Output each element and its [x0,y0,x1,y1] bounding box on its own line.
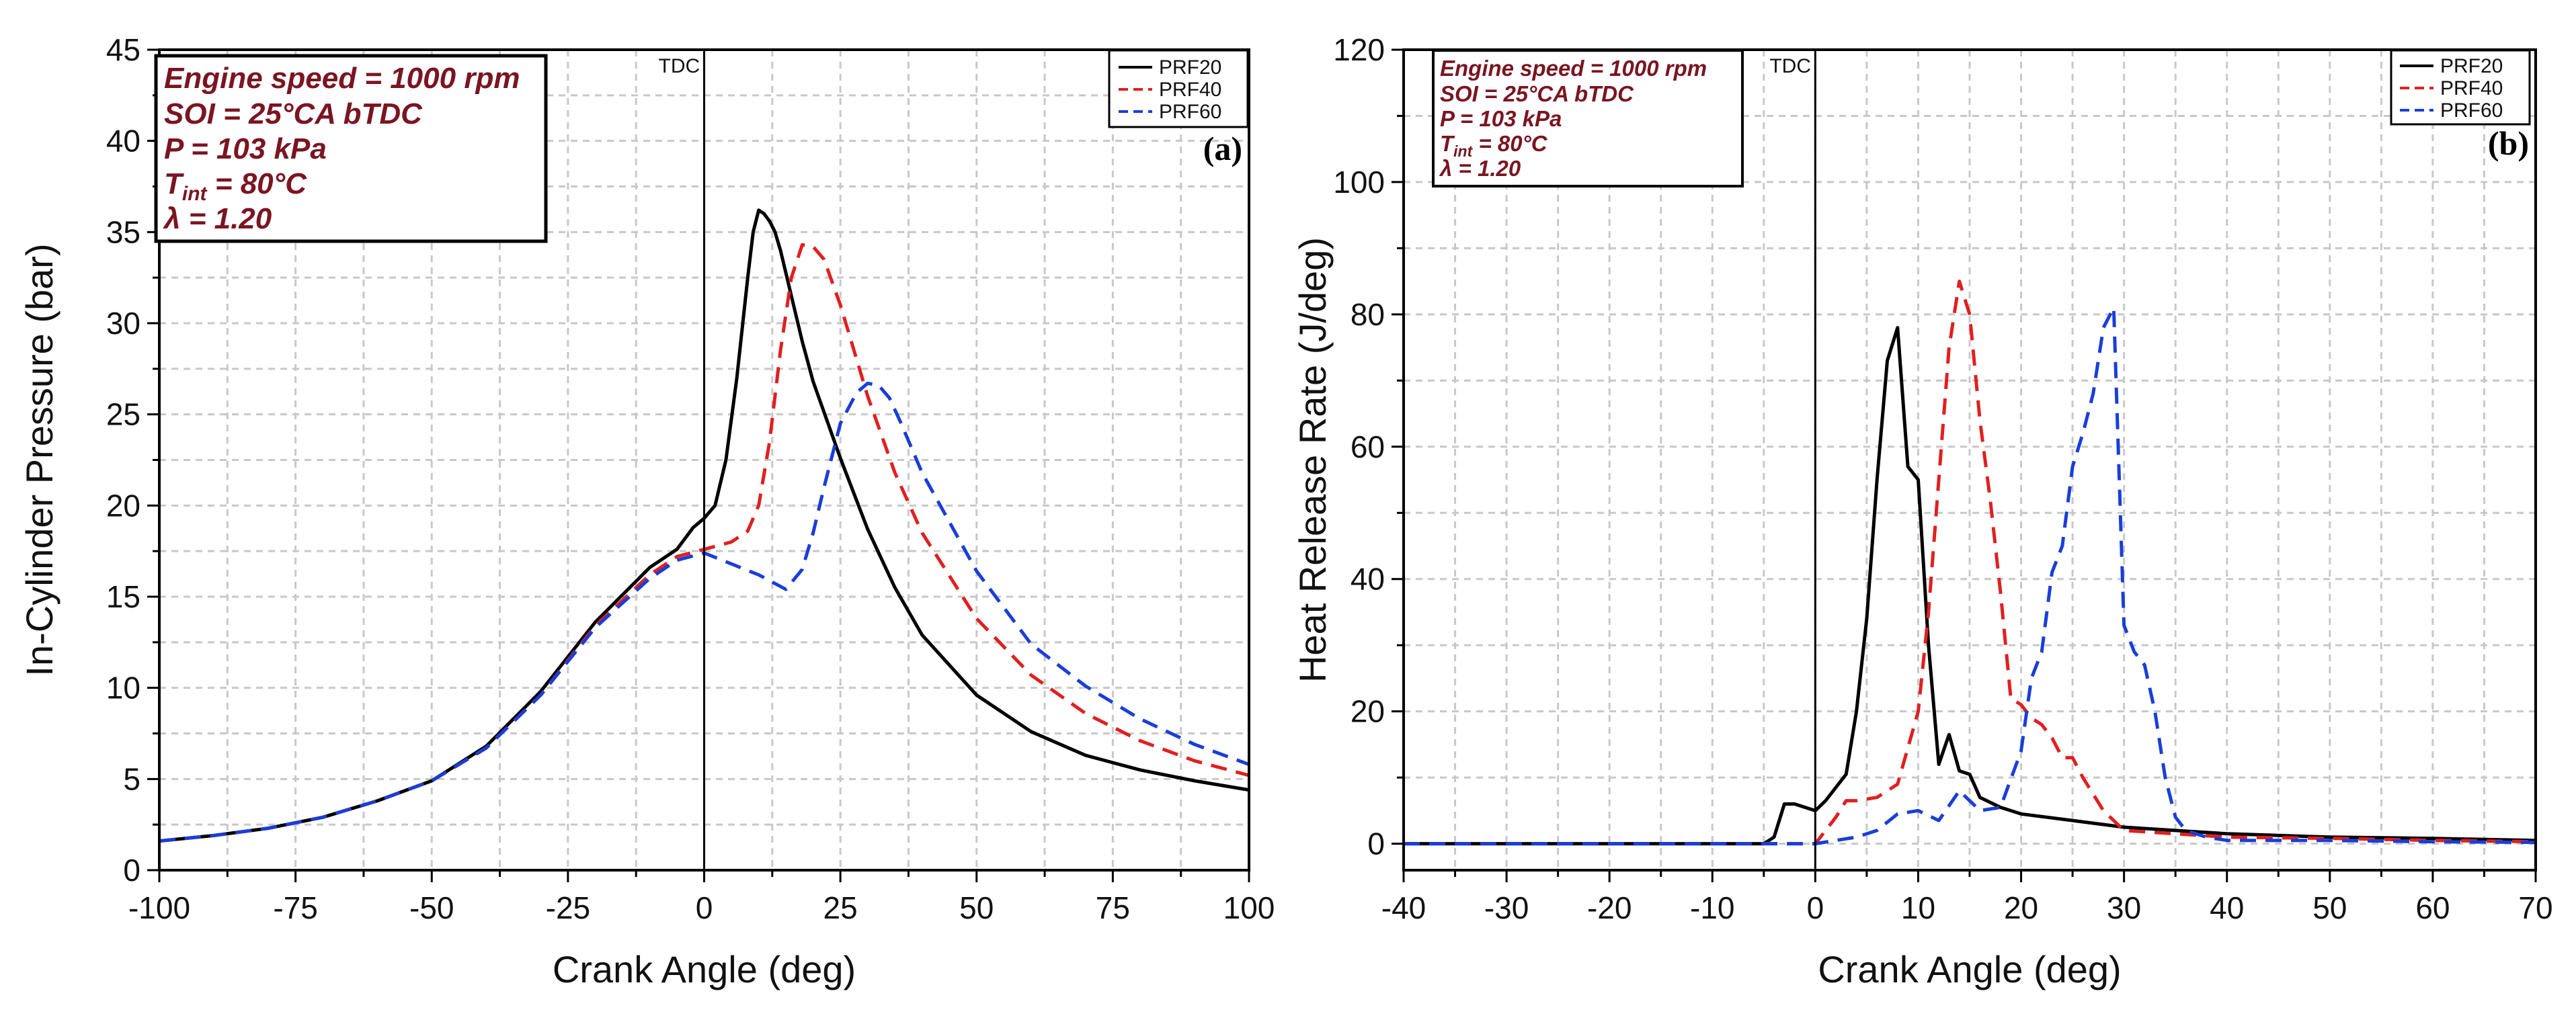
series-line-prf20 [1404,326,2536,846]
legend-label-prf20: PRF20 [2440,55,2503,77]
y-axis-title: In-Cylinder Pressure (bar) [18,243,61,676]
series-lines [1404,280,2536,846]
x-tick-label: 100 [1223,890,1275,925]
y-tick-label: 45 [106,32,140,67]
info-engine-speed: Engine speed = 1000 rpm [1440,56,1707,81]
axis-ticks: -40 -30 -20 -10 0 10 20 30 40 50 60 70 0 20 40 60 80 100 1… [1333,32,2552,925]
x-tick-label: 50 [959,890,994,925]
info-soi: SOI = 25°CA bTDC [164,97,423,130]
legend-label-prf60: PRF60 [2440,99,2503,122]
series-line-prf60 [1404,306,2536,846]
info-box-frame [154,54,548,243]
x-tick-label: -20 [1587,890,1632,925]
y-tick-label: 0 [1367,826,1385,861]
y-tick-label: 10 [106,671,140,706]
legend-frame [2390,49,2531,126]
tdc-label: TDC [1769,55,1811,77]
y-tick-label: 40 [106,124,140,159]
info-lambda: λ = 1.20 [1439,156,1521,181]
y-tick-label: 30 [106,306,140,341]
chart-panel-b: TDC -40 -30 -20 -10 0 10 20 30 40 50 60 70 0 20 40 60 80… [1291,32,2553,990]
series-line-prf40 [1404,280,2536,846]
tdc-label: TDC [659,55,700,77]
info-engine-speed: Engine speed = 1000 rpm [164,62,520,95]
y-tick-label: 100 [1333,165,1385,200]
panel-label: (b) [2488,124,2529,162]
y-axis-title: Heat Release Rate (J/deg) [1291,237,1334,683]
y-tick-label: 20 [1351,694,1385,729]
y-tick-label: 35 [106,214,140,249]
x-tick-label: -25 [546,890,590,925]
x-tick-label: 60 [2415,890,2450,925]
chart-panel-a: TDC -100 -75 -50 -25 0 25 50 75 100 0 5 10 15 20 25 30 3… [18,32,1275,990]
info-pressure: P = 103 kPa [1440,106,1562,131]
info-soi: SOI = 25°CA bTDC [1440,81,1634,106]
y-tick-label: 80 [1351,297,1385,332]
x-tick-label: 30 [2107,890,2141,925]
legend-label-prf20: PRF20 [1159,56,1221,79]
x-tick-label: 70 [2518,890,2552,925]
x-tick-label: 40 [2210,890,2244,925]
x-axis-title: Crank Angle (deg) [1818,948,2121,990]
y-tick-label: 20 [106,488,140,523]
y-tick-label: 60 [1351,429,1385,464]
y-tick-label: 0 [123,853,140,888]
panel-label: (a) [1203,130,1242,167]
x-tick-label: 50 [2312,890,2347,925]
x-tick-label: -10 [1690,890,1734,925]
y-tick-label: 25 [106,397,140,432]
y-tick-label: 15 [106,579,140,614]
series-line-prf60 [159,382,1250,843]
x-tick-label: -50 [409,890,454,925]
info-pressure: P = 103 kPa [164,132,327,165]
x-tick-label: 0 [696,890,713,925]
info-box-frame [1432,49,1744,187]
legend: PRF20 PRF40 PRF60 [1108,49,1249,128]
y-tick-label: 5 [123,761,140,796]
x-tick-label: -75 [273,890,317,925]
x-tick-label: 75 [1096,890,1130,925]
x-tick-label: -40 [1381,890,1426,925]
y-tick-label: 120 [1333,32,1385,67]
legend-label-prf40: PRF40 [1159,79,1221,101]
x-tick-label: 25 [823,890,858,925]
info-lambda: λ = 1.20 [163,202,272,235]
legend-label-prf60: PRF60 [1159,101,1221,123]
series-lines [159,208,1250,843]
x-tick-label: 0 [1807,890,1824,925]
info-box: Engine speed = 1000 rpm SOI = 25°CA bTDC… [1432,49,1744,187]
x-tick-label: -30 [1484,890,1529,925]
legend: PRF20 PRF40 PRF60 [2390,49,2531,126]
x-axis-title: Crank Angle (deg) [553,948,856,990]
x-tick-label: -100 [128,890,190,925]
x-tick-label: 20 [2004,890,2038,925]
info-box: Engine speed = 1000 rpm SOI = 25°CA bTDC… [154,54,548,243]
legend-label-prf40: PRF40 [2440,77,2503,99]
y-tick-label: 40 [1351,562,1385,597]
x-tick-label: 10 [1901,890,1935,925]
legend-frame [1108,49,1249,128]
